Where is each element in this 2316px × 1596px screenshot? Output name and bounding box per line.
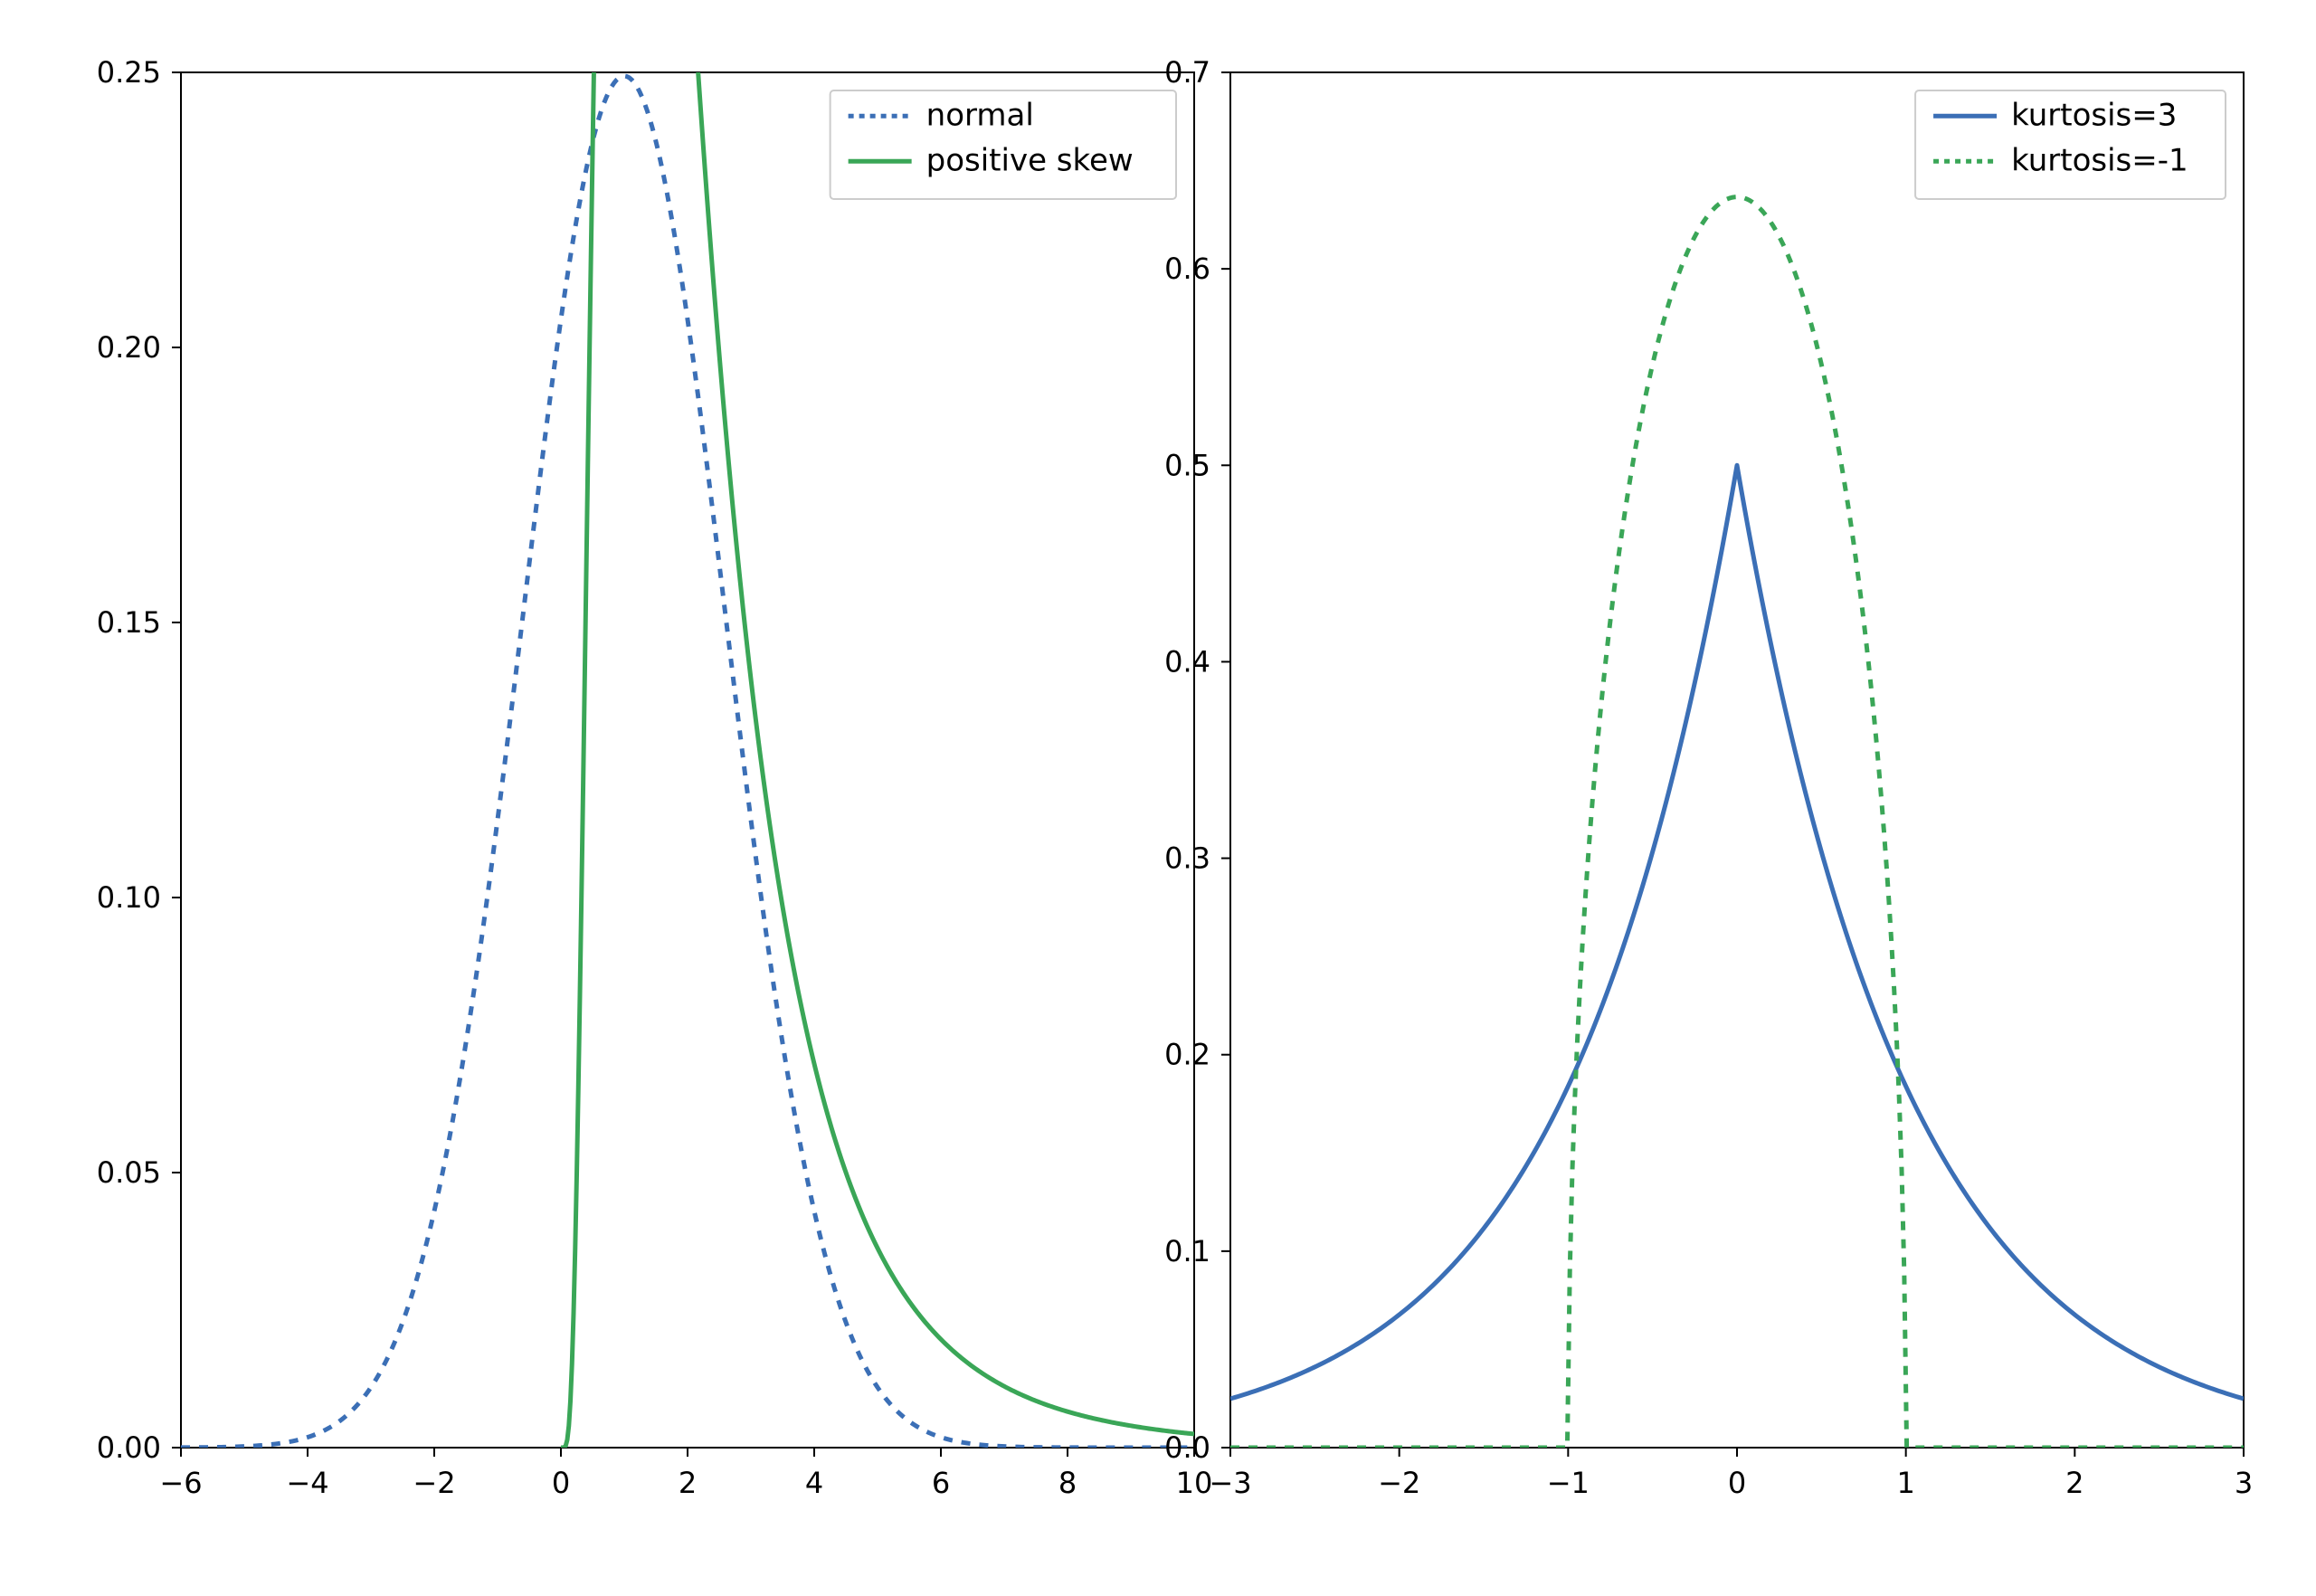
xtick-label: −2 <box>1378 1466 1420 1500</box>
panel-right: −3 −2 −1 0 1 2 3 0.0 0.1 0.2 0.3 0.4 0.5 0.6 0.7 kurtos… <box>1164 55 2253 1500</box>
xtick-label: 3 <box>2235 1466 2253 1500</box>
xtick-label: 2 <box>679 1466 697 1500</box>
xtick-label: 8 <box>1058 1466 1077 1500</box>
xtick-label: −3 <box>1209 1466 1251 1500</box>
ytick-label: 0.2 <box>1164 1038 1210 1072</box>
xtick-label: −1 <box>1547 1466 1590 1500</box>
xtick-label: 0 <box>1728 1466 1746 1500</box>
plot-border <box>181 72 1194 1448</box>
legend: kurtosis=3 kurtosis=-1 <box>1915 90 2226 199</box>
xtick-label: 1 <box>1896 1466 1914 1500</box>
ytick-label: 0.20 <box>97 330 161 365</box>
ytick-label: 0.7 <box>1164 55 1210 90</box>
xtick-label: −2 <box>413 1466 455 1500</box>
series-positive_skew <box>561 0 1194 1448</box>
legend-label: kurtosis=3 <box>2011 97 2177 133</box>
xtick-label: 10 <box>1176 1466 1213 1500</box>
legend-label: kurtosis=-1 <box>2011 142 2188 178</box>
ytick-label: 0.6 <box>1164 252 1210 286</box>
legend-label: normal <box>926 97 1034 133</box>
ytick-label: 0.25 <box>97 55 161 90</box>
figure: −6−4−202468100.000.050.100.150.200.25nor… <box>0 0 2316 1592</box>
ytick-label: 0.15 <box>97 605 161 640</box>
panel-left: −6 −4 −2 0 2 4 6 8 10 0.00 0.05 0.10 0.15 0.20 0.25 nor… <box>97 0 1213 1500</box>
ytick-label: 0.3 <box>1164 841 1210 876</box>
xtick-label: −6 <box>159 1466 202 1500</box>
series-kurtosis3 <box>1230 465 2244 1399</box>
series-normal <box>181 76 1194 1448</box>
legend-label: positive skew <box>926 142 1134 178</box>
ytick-label: 0.1 <box>1164 1234 1210 1268</box>
ytick-label: 0.05 <box>97 1155 161 1190</box>
xtick-label: 2 <box>2065 1466 2083 1500</box>
ytick-label: 0.0 <box>1164 1430 1210 1465</box>
xtick-label: −4 <box>286 1466 328 1500</box>
xtick-label: 6 <box>932 1466 950 1500</box>
legend: normal positive skew <box>831 90 1176 199</box>
ytick-label: 0.5 <box>1164 448 1210 482</box>
xtick-label: 0 <box>552 1466 570 1500</box>
figure-svg: −6−4−202468100.000.050.100.150.200.25nor… <box>0 0 2316 1592</box>
ytick-label: 0.00 <box>97 1430 161 1465</box>
plot-border <box>1230 72 2244 1448</box>
ytick-label: 0.4 <box>1164 644 1210 679</box>
xtick-label: 4 <box>805 1466 823 1500</box>
ytick-label: 0.10 <box>97 880 161 915</box>
series-kurtosis_neg1 <box>1230 197 2244 1448</box>
